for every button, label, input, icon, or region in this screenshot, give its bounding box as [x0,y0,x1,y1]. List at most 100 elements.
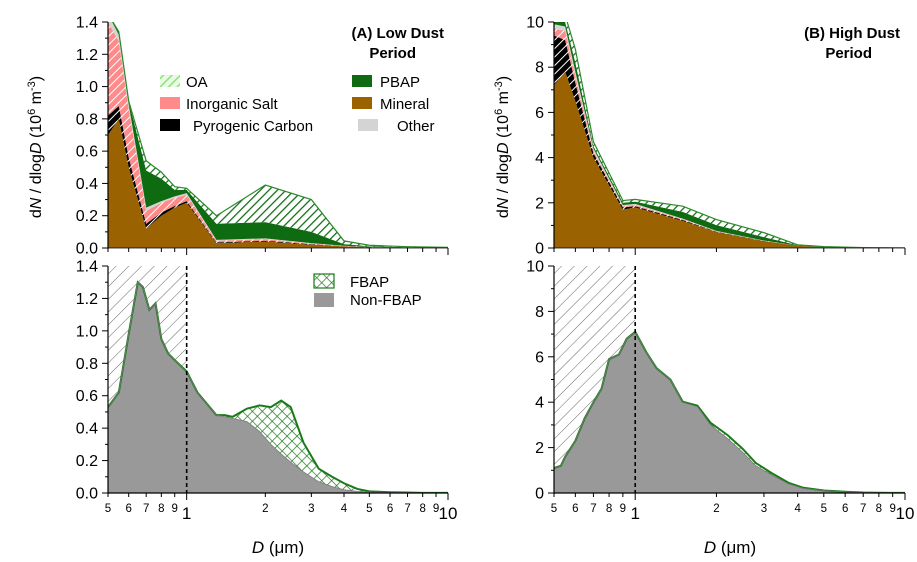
legend-swatch-non-fbap [314,293,334,307]
panel-a-title-line1: (A) Low Dust [352,25,444,42]
legend-label-fbap: FBAP [350,274,389,291]
plot-area [108,266,448,493]
x-axis-label-right: D (μm) [704,538,756,557]
x-tick-label: 4 [794,503,801,515]
legend-swatch-pbap [352,75,372,87]
y-axis-label-right: dN / dlogD (106 m-3) [493,76,512,218]
x-tick-label: 4 [341,503,348,515]
line-non-fbap [108,281,448,493]
x-tick-label: 10 [896,504,915,523]
legend-label-inorganic-salt: Inorganic Salt [186,96,279,113]
y-tick-label: 0.8 [76,356,98,373]
x-tick-label: 9 [172,503,178,515]
y-tick-label: 0.8 [76,111,98,128]
y-tick-label: 0.4 [76,421,98,438]
x-tick-label: 5 [105,503,111,515]
stack-outline [566,22,905,248]
legend-label-pbap: PBAP [380,74,420,91]
y-tick-label: 4 [535,150,544,167]
x-tick-label: 7 [590,503,596,515]
y-axis-label-left: dN / dlogD (106 m-3) [26,76,45,218]
stack-outline [112,22,448,248]
x-tick-label: 3 [308,503,314,515]
x-tick-label: 8 [606,503,612,515]
x-tick-label: 9 [889,503,895,515]
legend-swatch-fbap [313,273,335,289]
x-tick-label: 7 [404,503,410,515]
legend-label-non-fbap: Non-FBAP [350,292,422,309]
y-tick-label: 2 [535,195,544,212]
y-tick-label: 0.6 [76,144,98,161]
line-non-fbap [554,331,905,493]
area-mineral [108,118,448,248]
x-tick-label: 6 [572,503,578,515]
y-tick-label: 0.2 [76,208,98,225]
legend-swatch-oa [160,75,180,87]
y-tick-label: 8 [535,60,544,77]
plot-area [554,266,905,493]
y-tick-label: 6 [535,105,544,122]
panel-a-title-line2: Period [369,45,416,62]
area-non-fbap [554,331,905,493]
x-tick-label: 2 [713,503,719,515]
y-tick-label: 0.6 [76,388,98,405]
x-tick-label: 8 [158,503,164,515]
x-tick-label: 10 [439,504,458,523]
x-tick-label: 9 [433,503,439,515]
legend-swatch-inorganic-salt [160,97,180,109]
legend-swatch-pyrogenic-carbon [160,119,180,131]
legend-swatch-mineral [352,97,372,109]
y-tick-label: 0 [535,241,544,258]
legend-swatch-other [358,119,378,131]
panel-b-top: 0 2 4 6 8 10 [526,15,906,258]
legend-label-pyrogenic-carbon: Pyrogenic Carbon [193,118,313,135]
y-tick-label: 1.0 [76,323,98,340]
y-tick-label: 0 [535,486,544,503]
legend-fbap: FBAP Non-FBAP [313,273,422,309]
y-tick-label: 0.0 [76,486,98,503]
legend-label-mineral: Mineral [380,96,429,113]
legend-composition: OA PBAP Inorganic Salt Mineral Pyrogenic… [160,74,435,135]
x-tick-label: 9 [620,503,626,515]
y-tick-label: 1.4 [76,259,98,276]
y-tick-label: 1.2 [76,47,98,64]
panel-a-bottom: 0.00.20.40.60.81.01.21.45 6 7 8 9 1 2 3 4 5 6 7 8 9 10 [76,259,458,524]
x-tick-label: 7 [143,503,149,515]
y-tick-label: 0.2 [76,453,98,470]
x-axis-label-left: D (μm) [252,538,304,557]
y-tick-label: 2 [535,440,544,457]
y-tick-label: 8 [535,304,544,321]
x-tick-label: 5 [821,503,827,515]
x-tick-label: 1 [630,504,639,523]
x-tick-label: 6 [842,503,848,515]
y-tick-label: 0.4 [76,176,98,193]
y-tick-label: 10 [526,259,544,276]
y-tick-label: 6 [535,349,544,366]
y-tick-label: 1.4 [76,15,98,32]
x-tick-label: 8 [876,503,882,515]
area-oa [112,22,448,248]
x-tick-label: 8 [419,503,425,515]
area-mineral [554,71,905,248]
x-tick-label: 6 [125,503,131,515]
x-tick-label: 6 [387,503,393,515]
x-tick-label: 3 [761,503,767,515]
x-tick-label: 2 [262,503,268,515]
panel-b-title-line1: (B) High Dust [804,25,900,42]
legend-label-other: Other [397,118,435,135]
x-tick-label: 5 [551,503,557,515]
x-tick-label: 7 [860,503,866,515]
plot-area [108,22,448,248]
plot-area [554,22,905,248]
y-tick-label: 4 [535,395,544,412]
area-non-fbap [108,282,448,493]
y-tick-label: 0.0 [76,241,98,258]
x-tick-label: 1 [182,504,191,523]
y-tick-label: 10 [526,15,544,32]
panel-a-top: 0.0 0.2 0.4 0.6 0.8 1.0 1.2 1.4 [76,15,449,258]
panel-b-title-line2: Period [825,45,872,62]
x-tick-label: 5 [366,503,372,515]
y-tick-label: 1.0 [76,79,98,96]
